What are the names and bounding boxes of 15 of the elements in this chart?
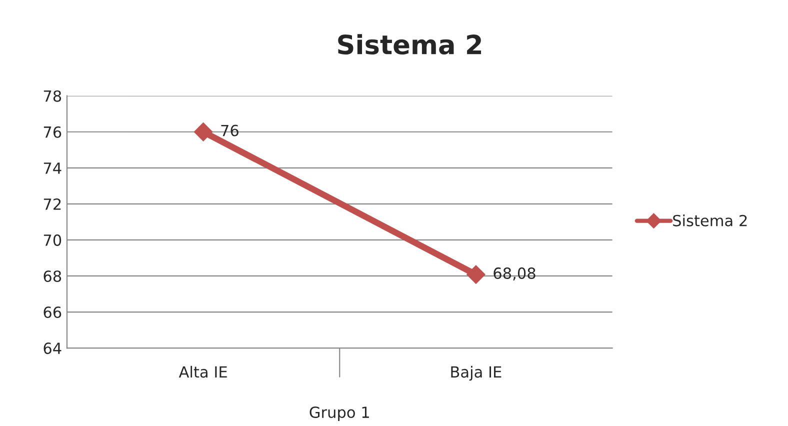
y-tick-label: 64 bbox=[44, 342, 62, 354]
legend-label: Sistema 2 bbox=[673, 214, 747, 226]
x-axis-title: Grupo 1 bbox=[310, 406, 369, 422]
y-tick-label: 70 bbox=[44, 234, 62, 246]
y-tick-label: 66 bbox=[44, 306, 62, 318]
y-tick-label: 72 bbox=[44, 198, 61, 210]
x-tick-label: Baja IE bbox=[451, 366, 502, 381]
y-tick-label: 76 bbox=[44, 126, 62, 138]
y-tick-label: 68 bbox=[44, 270, 62, 282]
y-tick-label: 74 bbox=[44, 162, 62, 174]
data-label: 76 bbox=[221, 124, 238, 136]
chart-title: Sistema 2 bbox=[338, 34, 482, 55]
x-tick-label: Alta IE bbox=[178, 366, 227, 378]
y-tick-label: 78 bbox=[44, 90, 62, 102]
data-label: 68,08 bbox=[494, 267, 536, 281]
